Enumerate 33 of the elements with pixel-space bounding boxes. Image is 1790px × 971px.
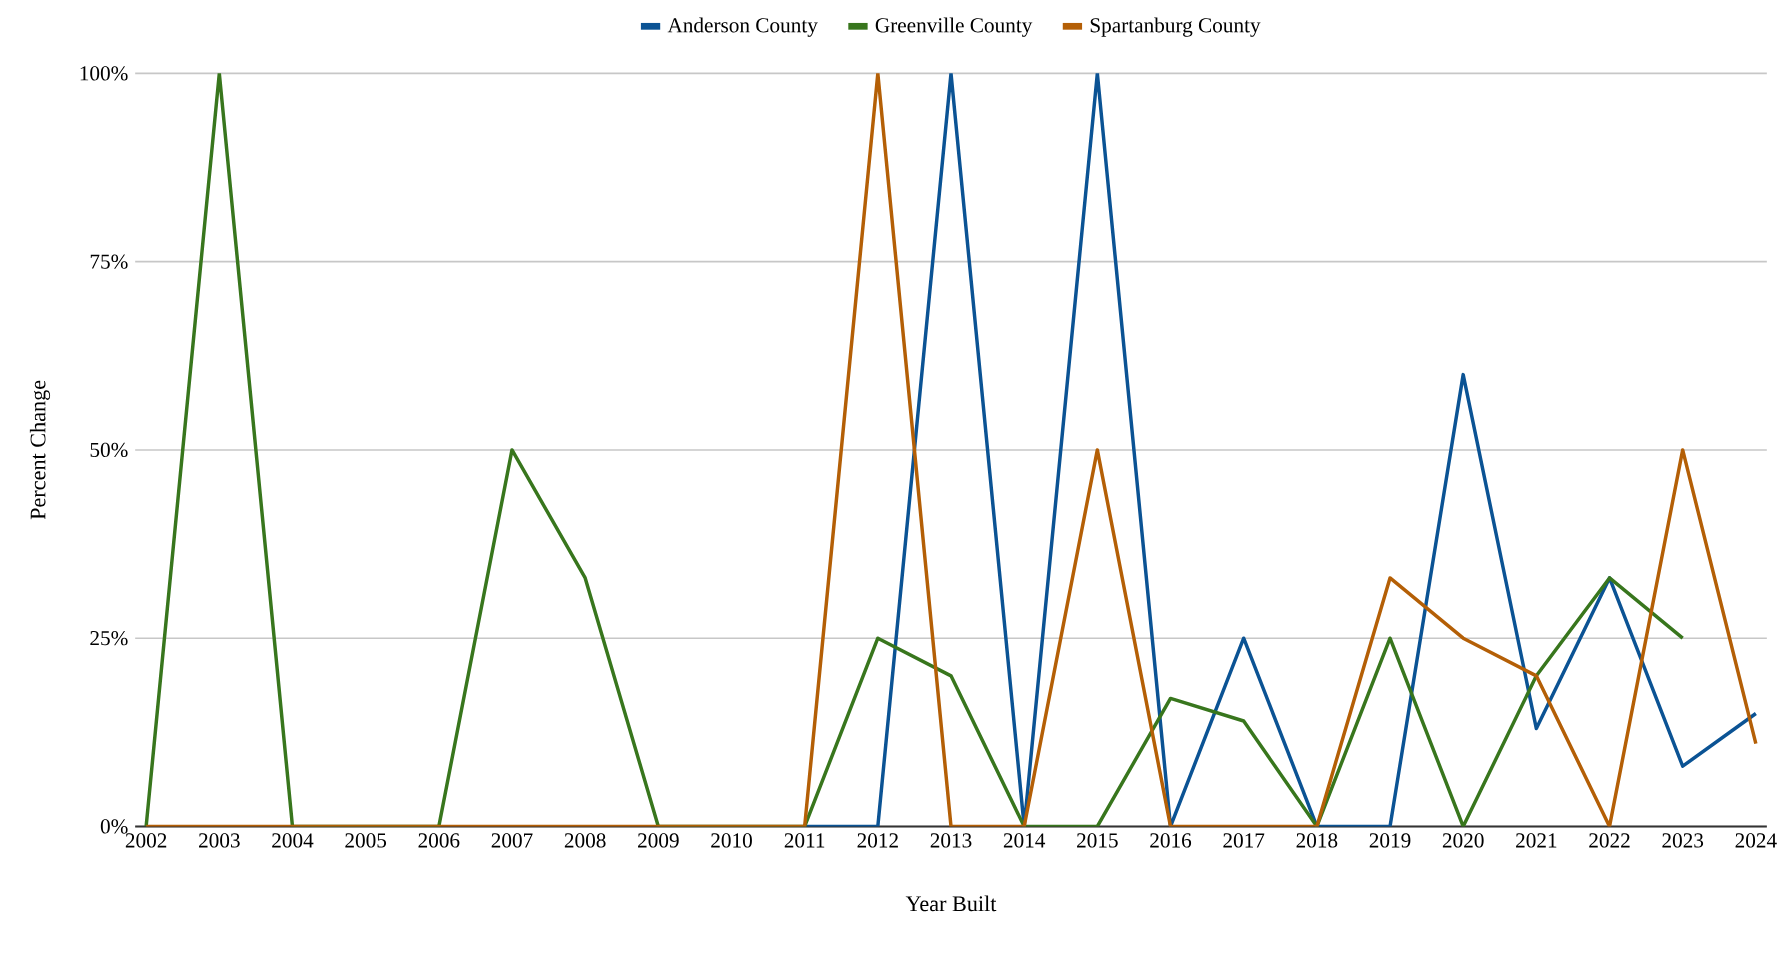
- x-tick-label: 2013: [930, 833, 972, 848]
- x-tick-label: 2006: [418, 833, 460, 848]
- y-axis-title: Percent Change: [29, 380, 51, 520]
- legend-label: Anderson County: [667, 17, 818, 37]
- legend-label: Greenville County: [875, 17, 1033, 37]
- x-tick-label: 2010: [711, 833, 752, 848]
- x-tick-label: 2020: [1442, 833, 1484, 848]
- x-tick-label: 2004: [272, 833, 314, 848]
- y-tick-label: 75%: [90, 254, 128, 269]
- x-tick-label: 2002: [125, 833, 167, 848]
- y-tick-label: 25%: [90, 630, 128, 646]
- x-tick-label: 2003: [199, 833, 240, 848]
- x-tick-label: 2022: [1589, 833, 1630, 848]
- x-tick-label: 2009: [638, 833, 679, 848]
- x-tick-label: 2018: [1296, 833, 1338, 848]
- y-tick-label: 100%: [80, 66, 128, 81]
- x-tick-label: 2019: [1369, 833, 1411, 848]
- x-tick-label: 2011: [784, 833, 825, 848]
- x-tick-label: 2024: [1735, 833, 1777, 848]
- x-tick-label: 2005: [345, 833, 387, 848]
- legend-label: Spartanburg County: [1090, 17, 1261, 37]
- x-tick-label: 2012: [857, 833, 898, 848]
- x-tick-label: 2007: [491, 833, 533, 848]
- y-tick-label: 50%: [90, 442, 128, 457]
- x-tick-label: 2017: [1223, 833, 1265, 848]
- x-tick-label: 2016: [1150, 833, 1192, 848]
- x-tick-label: 2023: [1662, 833, 1704, 848]
- x-tick-label: 2014: [1003, 833, 1046, 848]
- y-tick-label: 0%: [100, 819, 128, 834]
- x-tick-label: 2015: [1077, 833, 1118, 848]
- x-tick-label: 2008: [564, 833, 606, 848]
- x-tick-label: 2021: [1516, 833, 1557, 848]
- x-axis-title: Year Built: [905, 895, 997, 912]
